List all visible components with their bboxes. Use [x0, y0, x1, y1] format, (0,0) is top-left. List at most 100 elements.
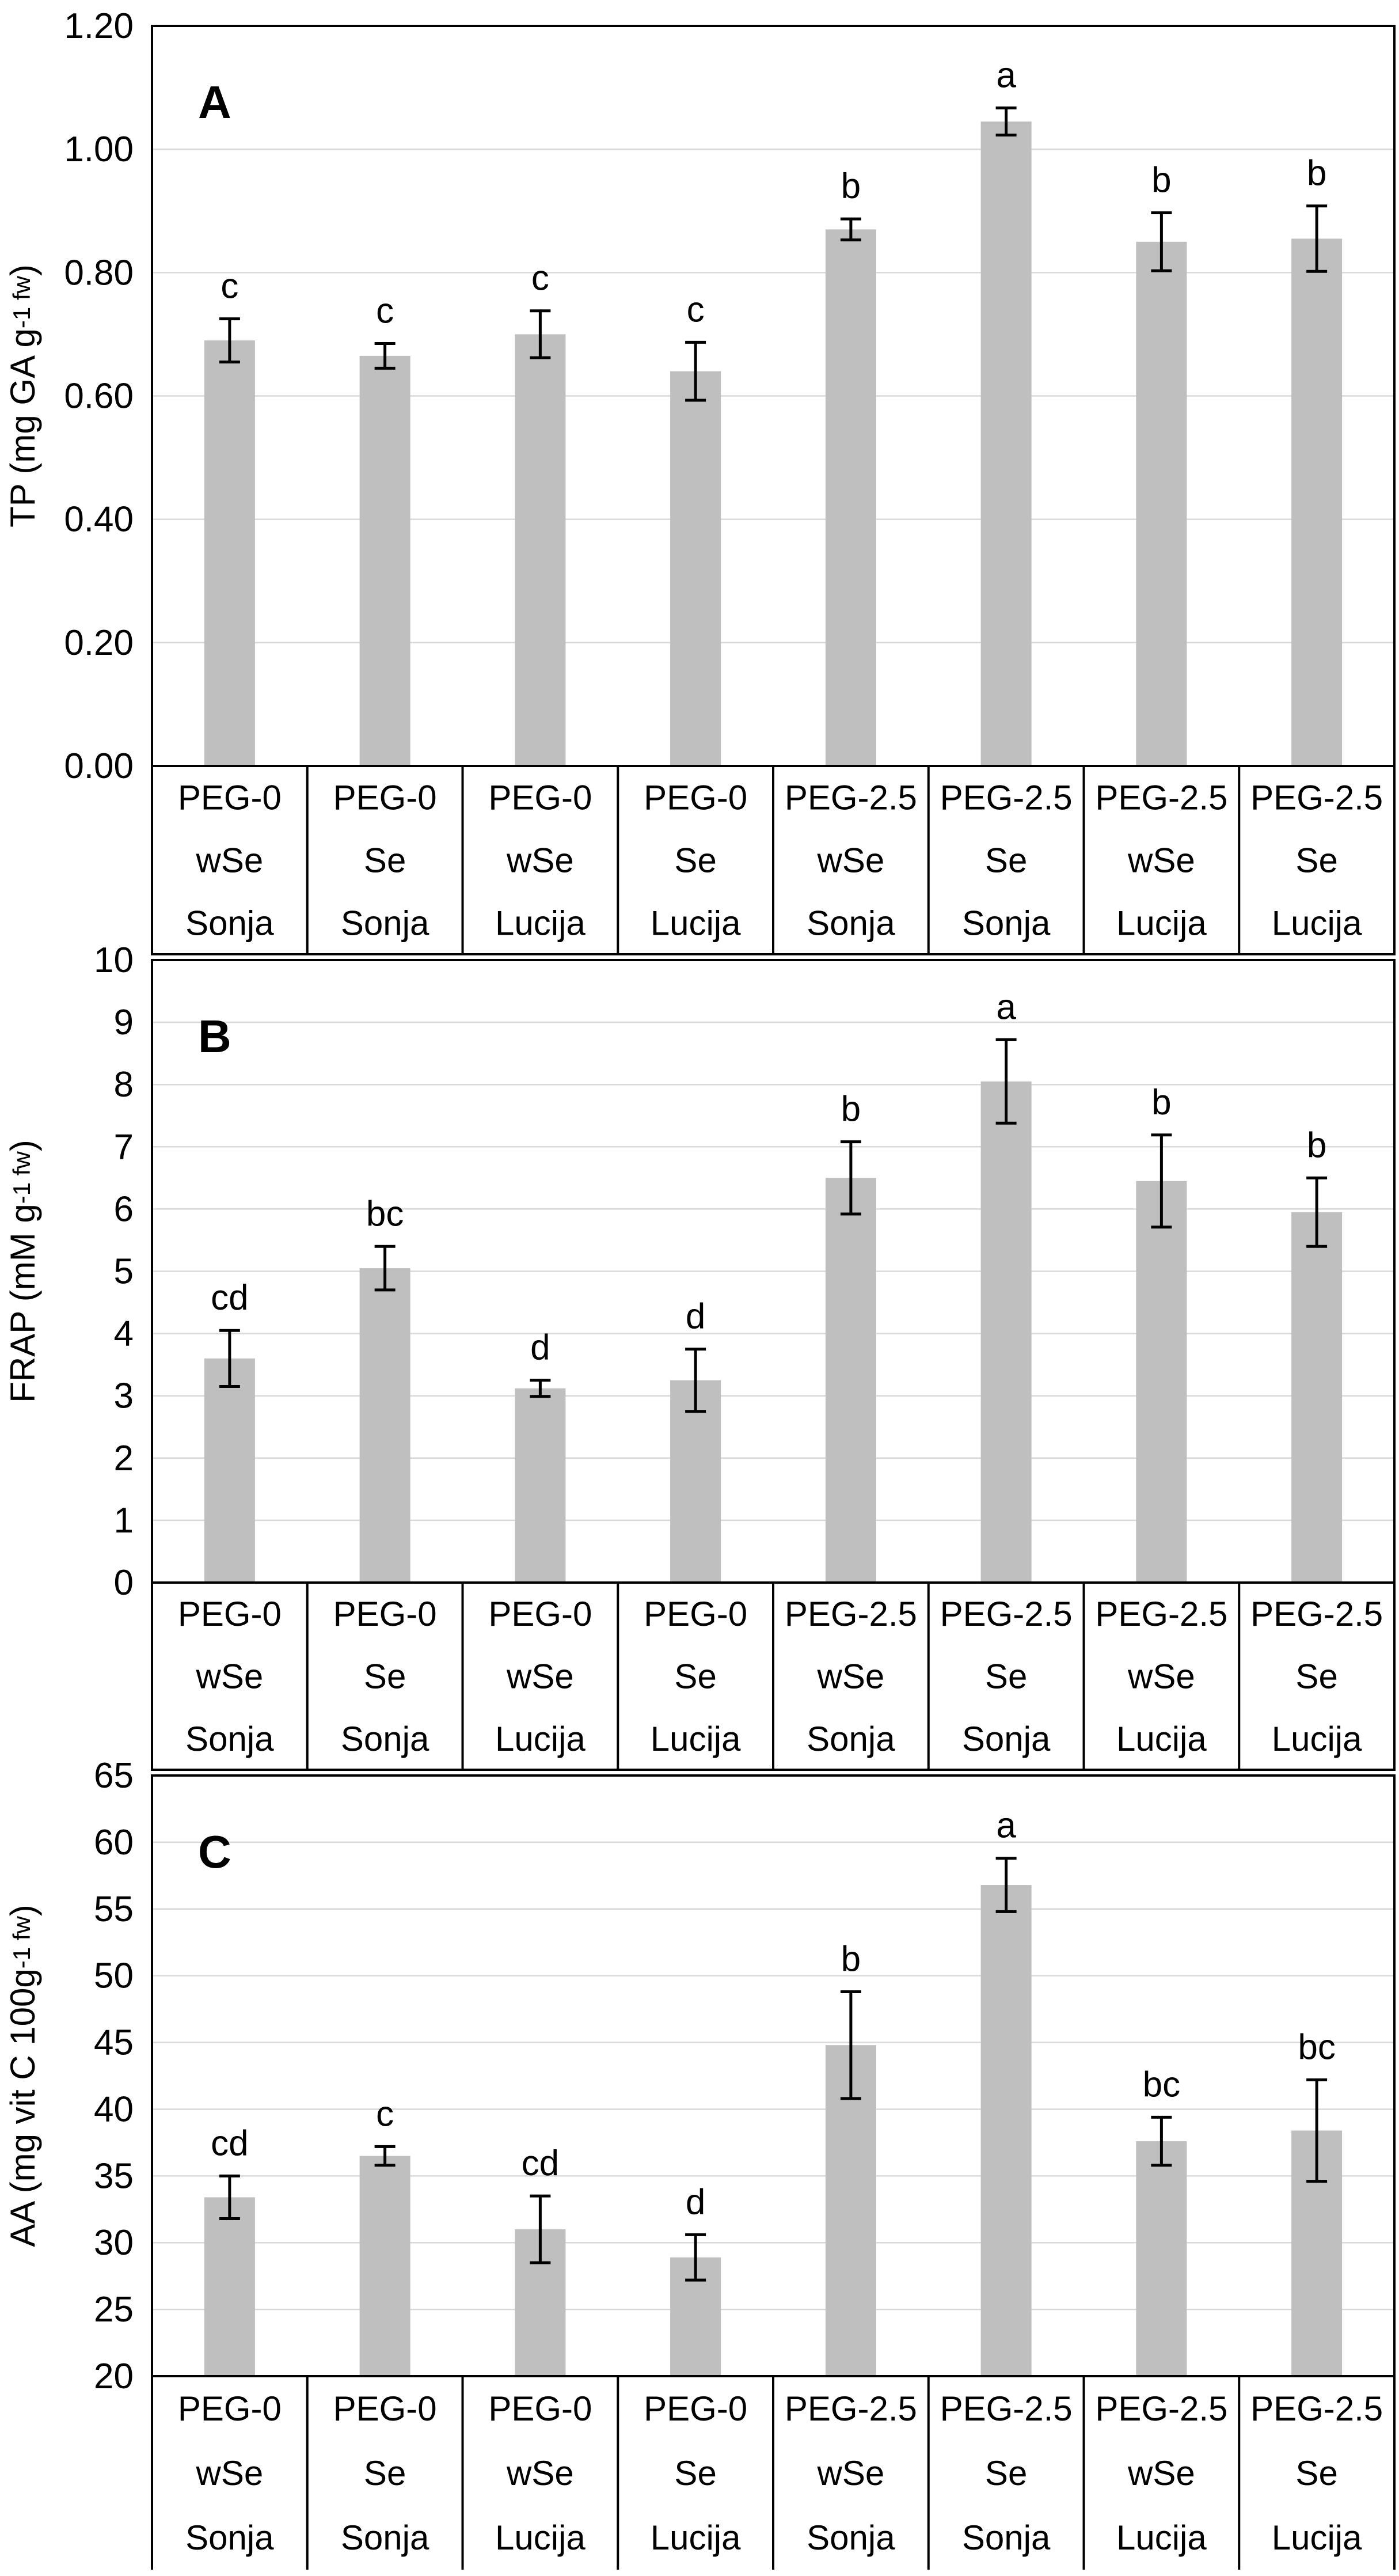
error-bar-C-7 [1151, 2115, 1172, 2167]
category-treatment-label: PEG-2.5 [1095, 779, 1227, 817]
category-selenium-label: wSe [506, 1657, 574, 1696]
bar-A-6 [980, 121, 1032, 767]
error-bar-C-2 [374, 2145, 396, 2167]
bar-B-2 [359, 1268, 410, 1583]
category-selenium-label: Se [674, 2454, 716, 2492]
sig-letter-C-4: d [686, 2182, 705, 2222]
error-bar-C-8 [1306, 2078, 1328, 2183]
error-bar-A-3 [530, 309, 551, 359]
y-tick-label: 0.20 [64, 623, 134, 663]
category-treatment-label: PEG-2.5 [785, 2389, 917, 2428]
category-cultivar-label: Lucija [1272, 2518, 1362, 2557]
bar-C-1 [204, 2197, 255, 2376]
panel-letter-B: B [198, 1011, 231, 1062]
category-table-A: PEG-0 wSe Sonja PEG-0 Se Sonja PEG-0 wSe Lucija P… [151, 766, 1396, 955]
sig-letter-C-1: cd [211, 2123, 248, 2163]
sig-letter-A-4: c [687, 290, 705, 329]
sig-letter-A-5: b [841, 166, 861, 206]
error-bar-A-2 [374, 342, 396, 370]
error-bar-A-5 [840, 217, 861, 242]
chart-panel-A: c c c c b a b b 0.00 0.20 0.40 0.60 0.80 1.00 1.20 TP (… [3, 6, 1396, 955]
category-selenium-label: wSe [1127, 2454, 1195, 2492]
category-treatment-label: PEG-0 [644, 2389, 747, 2428]
y-axis-title-C: AA (mg vit C 100g-1 fw) [3, 1905, 42, 2247]
sig-letter-A-6: a [996, 55, 1016, 95]
category-selenium-label: Se [985, 1657, 1027, 1696]
bar-A-2 [359, 355, 410, 766]
category-cultivar-label: Sonja [185, 1720, 274, 1758]
category-selenium-label: wSe [506, 841, 574, 880]
sig-letter-C-5: b [841, 1939, 861, 1979]
category-selenium-label: wSe [1127, 841, 1195, 880]
error-bar-A-6 [995, 106, 1017, 137]
y-tick-label: 5 [114, 1252, 134, 1292]
y-tick-label: 0.00 [64, 746, 134, 786]
y-tick-label: 6 [114, 1189, 134, 1229]
error-bar-B-4 [685, 1348, 706, 1413]
category-cultivar-label: Sonja [962, 904, 1051, 943]
category-treatment-label: PEG-2.5 [940, 1595, 1073, 1633]
y-tick-label: 40 [94, 2089, 134, 2129]
y-tick-label: 8 [114, 1065, 134, 1105]
bar-B-4 [670, 1380, 721, 1583]
category-treatment-label: PEG-2.5 [1095, 1595, 1227, 1633]
category-selenium-label: Se [364, 2454, 406, 2492]
error-bar-B-1 [219, 1329, 240, 1388]
bar-A-4 [670, 371, 721, 766]
category-treatment-label: PEG-0 [178, 779, 282, 817]
bar-C-6 [980, 1885, 1032, 2376]
bar-B-6 [980, 1081, 1032, 1583]
y-tick-label: 1.00 [64, 130, 134, 169]
y-tick-label: 9 [114, 1003, 134, 1042]
error-bar-C-3 [530, 2194, 551, 2264]
category-cultivar-label: Lucija [1272, 1720, 1362, 1758]
category-cultivar-label: Lucija [1272, 904, 1362, 943]
category-treatment-label: PEG-0 [178, 2389, 282, 2428]
sig-letter-C-3: cd [522, 2143, 559, 2183]
bar-C-2 [359, 2156, 410, 2376]
category-selenium-label: wSe [817, 841, 885, 880]
category-selenium-label: Se [1295, 2454, 1337, 2492]
category-selenium-label: Se [674, 1657, 716, 1696]
category-treatment-label: PEG-0 [178, 1595, 282, 1633]
bar-A-3 [515, 334, 566, 766]
category-treatment-label: PEG-2.5 [1095, 2389, 1227, 2428]
sig-letter-B-5: b [841, 1090, 861, 1129]
sig-letter-B-1: cd [211, 1278, 248, 1318]
category-cultivar-label: Sonja [185, 2518, 274, 2557]
y-tick-label: 1.20 [64, 6, 134, 46]
y-tick-label: 65 [94, 1756, 134, 1796]
error-bar-C-5 [840, 1990, 861, 2100]
category-cultivar-label: Sonja [962, 2518, 1051, 2557]
sig-letter-B-8: b [1307, 1125, 1326, 1165]
category-selenium-label: Se [364, 1657, 406, 1696]
category-cultivar-label: Sonja [962, 1720, 1051, 1758]
error-bar-A-8 [1306, 204, 1328, 273]
sig-letter-A-8: b [1307, 154, 1326, 194]
y-tick-label: 35 [94, 2156, 134, 2196]
category-treatment-label: PEG-0 [333, 1595, 437, 1633]
y-tick-label: 4 [114, 1314, 134, 1354]
category-cultivar-label: Lucija [1116, 904, 1207, 943]
category-treatment-label: PEG-2.5 [1250, 1595, 1383, 1633]
y-tick-label: 30 [94, 2223, 134, 2263]
error-bar-C-6 [995, 1857, 1017, 1913]
y-axis-title-A: TP (mg GA g-1 fw) [3, 264, 42, 528]
category-cultivar-label: Sonja [341, 1720, 429, 1758]
category-cultivar-label: Lucija [495, 2518, 586, 2557]
category-treatment-label: PEG-0 [644, 779, 747, 817]
y-tick-label: 1 [114, 1501, 134, 1541]
y-tick-label: 3 [114, 1376, 134, 1416]
category-cultivar-label: Sonja [185, 904, 274, 943]
category-selenium-label: wSe [1127, 1657, 1195, 1696]
y-tick-label: 10 [94, 940, 134, 980]
error-bar-B-8 [1306, 1176, 1328, 1248]
sig-letter-C-8: bc [1298, 2027, 1335, 2067]
chart-panel-B: cd bc d d b a b b 0 1 2 3 4 5 6 7 8 9 10 FRAP (mM g-1 fw) B P… [3, 940, 1396, 1771]
bar-A-1 [204, 340, 255, 766]
category-cultivar-label: Lucija [1116, 2518, 1207, 2557]
category-selenium-label: wSe [196, 2454, 264, 2492]
y-tick-label: 45 [94, 2023, 134, 2063]
